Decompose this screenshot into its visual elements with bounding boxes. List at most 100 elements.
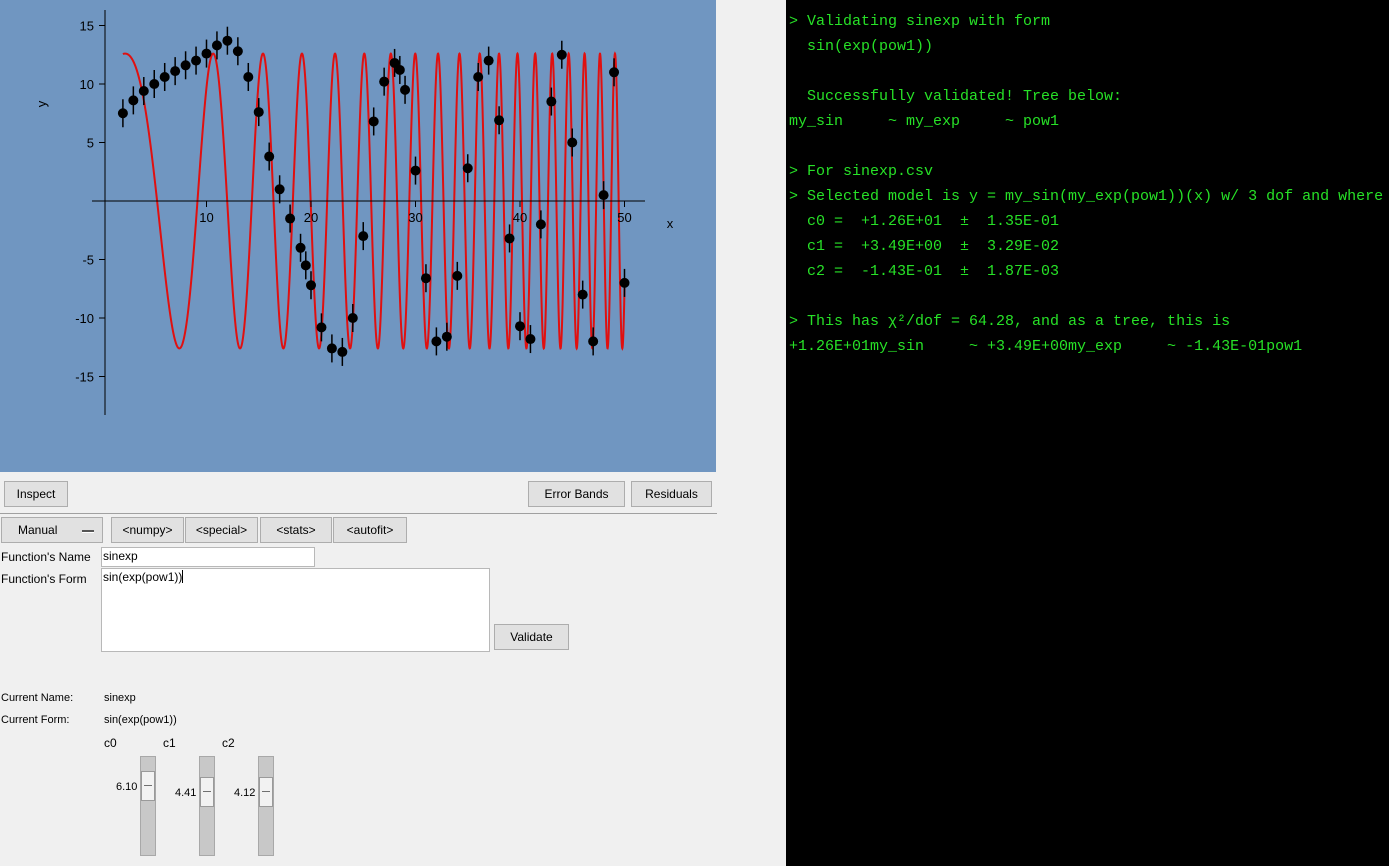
data-point (295, 242, 306, 253)
param-c1-scale-thumb[interactable] (200, 777, 214, 807)
error-bands-button[interactable]: Error Bands (528, 481, 625, 507)
y-tick-label: -15 (75, 370, 94, 385)
data-point (567, 137, 578, 148)
y-tick-label: 5 (87, 136, 94, 151)
data-point (159, 71, 170, 82)
panel-separator (0, 513, 717, 514)
data-point (535, 219, 546, 230)
data-point (253, 107, 264, 118)
data-point (577, 289, 588, 300)
param-c0-scale-thumb[interactable] (141, 771, 155, 801)
y-tick-label: -5 (82, 253, 94, 268)
x-tick-label: 20 (304, 210, 318, 225)
data-point (316, 322, 327, 333)
data-point (598, 190, 609, 201)
param-c2-name: c2 (222, 736, 235, 750)
function-form-textarea[interactable]: sin(exp(pow1)) (101, 568, 490, 652)
x-tick-label: 30 (408, 210, 422, 225)
y-tick-label: 15 (80, 19, 94, 34)
data-point (556, 49, 567, 60)
function-form-value: sin(exp(pow1)) (103, 570, 183, 584)
param-c0-name: c0 (104, 736, 117, 750)
x-tick-label: 10 (199, 210, 213, 225)
data-point (347, 313, 358, 323)
data-point (483, 55, 494, 66)
x-tick-label: 50 (617, 210, 631, 225)
data-point (337, 346, 348, 357)
data-point (222, 35, 233, 46)
data-point (368, 116, 379, 127)
fit-curve (122, 51, 626, 351)
validate-button[interactable]: Validate (494, 624, 569, 650)
console-line: Successfully validated! Tree below: (789, 88, 1123, 105)
function-form-label: Function's Form (1, 572, 87, 586)
data-point (400, 84, 411, 95)
data-point (274, 184, 285, 195)
menu-indicator-icon (82, 530, 94, 533)
console-line: > This has χ²/dof = 64.28, and as a tree… (789, 313, 1231, 330)
data-point (588, 336, 599, 347)
console-line: c0 = +1.26E+01 ± 1.35E-01 (789, 213, 1060, 230)
param-c1-scale[interactable] (199, 756, 215, 856)
param-c2-scale-thumb[interactable] (259, 777, 273, 807)
data-point (300, 260, 311, 271)
mode-menu-label: Manual (18, 523, 58, 537)
data-point (431, 336, 442, 347)
data-point (243, 71, 254, 82)
data-point (306, 280, 316, 291)
param-c0-scale[interactable] (140, 756, 156, 856)
data-point (358, 231, 369, 242)
param-c1-value: 4.41 (175, 787, 197, 799)
mode-menu-button[interactable]: Manual (1, 517, 103, 543)
param-c1-name: c1 (163, 736, 176, 750)
data-point (515, 321, 525, 332)
data-point (180, 60, 191, 71)
stats-button[interactable]: <stats> (260, 517, 332, 543)
inspect-button[interactable]: Inspect (4, 481, 68, 507)
data-point (525, 334, 536, 345)
console-line: > For sinexp.csv (789, 163, 934, 180)
data-point (326, 343, 337, 354)
param-c2-scale[interactable] (258, 756, 274, 856)
residuals-button[interactable]: Residuals (631, 481, 712, 507)
x-tick-label: 40 (513, 210, 527, 225)
data-point (473, 71, 484, 82)
data-point (264, 151, 275, 162)
data-point (191, 55, 202, 66)
function-name-label: Function's Name (1, 550, 91, 564)
output-console[interactable]: > Validating sinexp with form sin(exp(po… (786, 0, 1389, 866)
special-button[interactable]: <special> (185, 517, 258, 543)
data-point (494, 115, 505, 126)
data-point (609, 67, 620, 78)
console-line: my_sin ~ my_exp ~ pow1 (789, 113, 1060, 130)
y-tick-label: 10 (80, 77, 94, 92)
data-point (462, 163, 473, 174)
data-point (138, 86, 149, 97)
data-point (394, 64, 405, 75)
numpy-button[interactable]: <numpy> (111, 517, 184, 543)
data-point (170, 66, 181, 77)
autofit-button[interactable]: <autofit> (333, 517, 407, 543)
data-point (149, 79, 160, 89)
x-axis-label: x (667, 216, 674, 231)
data-point (211, 40, 222, 51)
console-line: > Selected model is y = my_sin(my_exp(po… (789, 188, 1384, 205)
function-name-input[interactable]: sinexp (101, 547, 315, 567)
plot-area: 10 20 30 40 50 -15 -10 -5 5 10 15 y x (0, 0, 716, 472)
data-point (285, 213, 296, 224)
data-point (452, 270, 463, 281)
console-line: +1.26E+01my_sin ~ +3.49E+00my_exp ~ -1.4… (789, 338, 1303, 355)
data-point (117, 108, 128, 119)
console-line: > Validating sinexp with form (789, 13, 1051, 30)
data-point (389, 57, 400, 68)
data-point (379, 76, 390, 87)
data-point (546, 96, 557, 107)
console-line: c2 = -1.43E-01 ± 1.87E-03 (789, 263, 1060, 280)
console-line: sin(exp(pow1)) (789, 38, 934, 55)
data-point (410, 165, 421, 176)
param-c2-value: 4.12 (234, 787, 256, 799)
y-tick-label: -10 (75, 311, 94, 326)
data-point (420, 273, 431, 284)
data-point (619, 277, 630, 288)
data-point (201, 48, 212, 59)
